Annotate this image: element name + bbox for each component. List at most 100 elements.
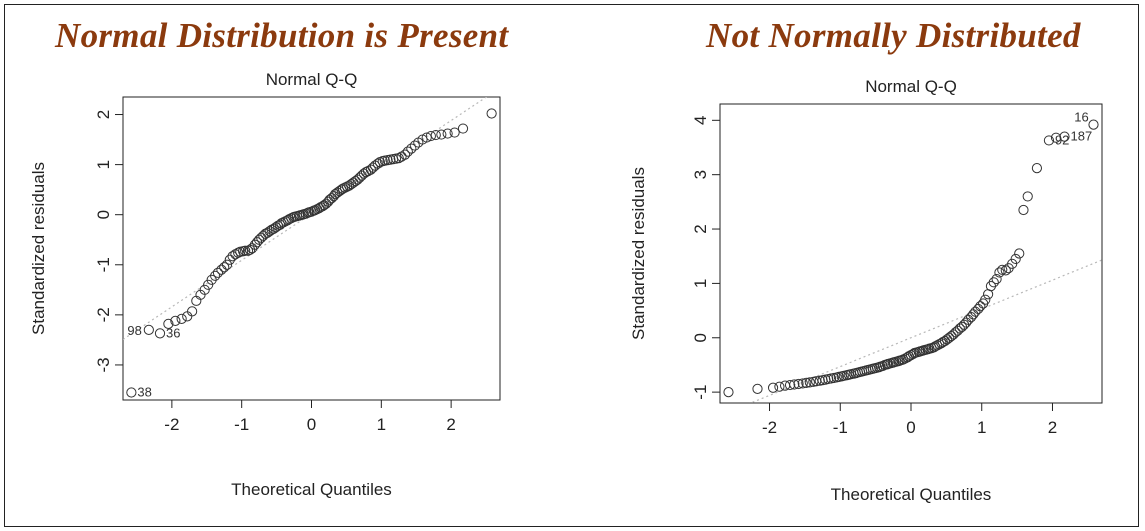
- data-point: [994, 267, 1005, 278]
- data-point: [406, 143, 417, 154]
- data-point: [393, 153, 404, 164]
- y-tick-label: -1: [94, 257, 113, 272]
- data-point: [170, 315, 181, 326]
- data-point: [934, 339, 945, 350]
- x-tick-label: -2: [762, 418, 777, 437]
- data-point: [221, 259, 233, 270]
- data-point: [430, 129, 441, 141]
- data-point: [216, 264, 227, 275]
- data-point: [973, 303, 984, 315]
- y-tick-label: -3: [94, 357, 113, 372]
- data-point: [1050, 132, 1062, 143]
- data-point: [975, 301, 986, 312]
- point-label: 98: [127, 323, 141, 338]
- data-point: [219, 262, 230, 273]
- data-point: [240, 245, 251, 256]
- data-point: [991, 273, 1002, 285]
- headline-not-normal: Not Normally Distributed: [706, 16, 1081, 55]
- data-point: [1014, 248, 1025, 259]
- data-point: [784, 379, 796, 391]
- chart-title: Normal Q-Q: [266, 70, 358, 89]
- data-point: [425, 130, 436, 142]
- data-point: [1043, 135, 1055, 146]
- data-point: [457, 123, 469, 134]
- data-point: [227, 251, 238, 262]
- data-point: [203, 279, 214, 290]
- point-label: 36: [166, 325, 180, 340]
- reference-line: [749, 259, 1102, 403]
- data-point: [997, 264, 1008, 275]
- y-tick-label: 0: [691, 333, 710, 342]
- data-point: [272, 220, 284, 231]
- data-point: [212, 267, 224, 278]
- y-tick-label: 1: [691, 279, 710, 288]
- data-point: [334, 186, 345, 197]
- y-tick-label: 3: [691, 170, 710, 179]
- x-tick-label: 2: [1048, 418, 1057, 437]
- data-point: [321, 198, 332, 209]
- data-point: [399, 149, 411, 160]
- data-point: [1018, 204, 1029, 216]
- x-tick-label: 1: [977, 418, 986, 437]
- data-point: [793, 378, 804, 390]
- data-point: [936, 338, 947, 349]
- x-tick-label: 1: [377, 415, 386, 434]
- x-axis-label: Theoretical Quantiles: [831, 485, 992, 504]
- y-tick-label: 0: [94, 210, 113, 219]
- point-label: 38: [137, 384, 151, 399]
- data-point: [1010, 253, 1021, 265]
- data-point: [187, 306, 198, 317]
- data-point: [436, 129, 447, 140]
- data-point: [928, 342, 939, 353]
- data-point: [274, 219, 286, 230]
- data-point: [126, 387, 137, 398]
- data-point: [326, 193, 337, 204]
- data-point: [323, 196, 334, 207]
- data-point: [1000, 265, 1011, 276]
- y-tick-label: 1: [94, 160, 113, 169]
- x-tick-label: 2: [446, 415, 455, 434]
- data-point: [421, 132, 432, 143]
- x-axis-label: Theoretical Quantiles: [231, 480, 392, 499]
- data-point: [988, 277, 999, 288]
- data-point: [409, 140, 420, 151]
- y-tick-label: 2: [691, 224, 710, 233]
- x-tick-label: 0: [307, 415, 316, 434]
- data-point: [801, 377, 812, 388]
- data-point: [449, 127, 460, 138]
- headline-normal: Normal Distribution is Present: [55, 16, 509, 55]
- x-tick-label: -1: [833, 418, 848, 437]
- data-point: [230, 249, 241, 260]
- data-point: [723, 387, 734, 398]
- point-label: 187: [1071, 129, 1093, 144]
- data-point: [224, 254, 235, 265]
- data-point: [372, 158, 383, 169]
- y-tick-label: 2: [94, 110, 113, 119]
- chart-title: Normal Q-Q: [865, 77, 957, 96]
- point-label: 92: [1055, 132, 1069, 147]
- y-tick-label: -2: [94, 307, 113, 322]
- data-point: [442, 128, 453, 139]
- data-point: [154, 328, 166, 339]
- x-tick-label: 0: [906, 418, 915, 437]
- data-point: [486, 108, 497, 119]
- figure-frame: [4, 4, 1139, 527]
- data-point: [797, 378, 808, 389]
- data-point: [789, 379, 800, 390]
- data-point: [199, 284, 210, 295]
- y-tick-label: -1: [691, 385, 710, 400]
- data-point: [143, 324, 154, 335]
- data-point: [163, 318, 174, 329]
- data-point: [877, 360, 888, 372]
- point-label: 16: [1074, 110, 1088, 125]
- data-point: [980, 294, 991, 305]
- data-point: [402, 146, 413, 157]
- data-point: [1088, 119, 1099, 130]
- data-point: [176, 313, 187, 324]
- y-axis-label: Standardized residuals: [629, 167, 648, 340]
- data-point: [752, 383, 763, 394]
- y-axis-label: Standardized residuals: [29, 162, 48, 335]
- x-tick-label: -1: [234, 415, 249, 434]
